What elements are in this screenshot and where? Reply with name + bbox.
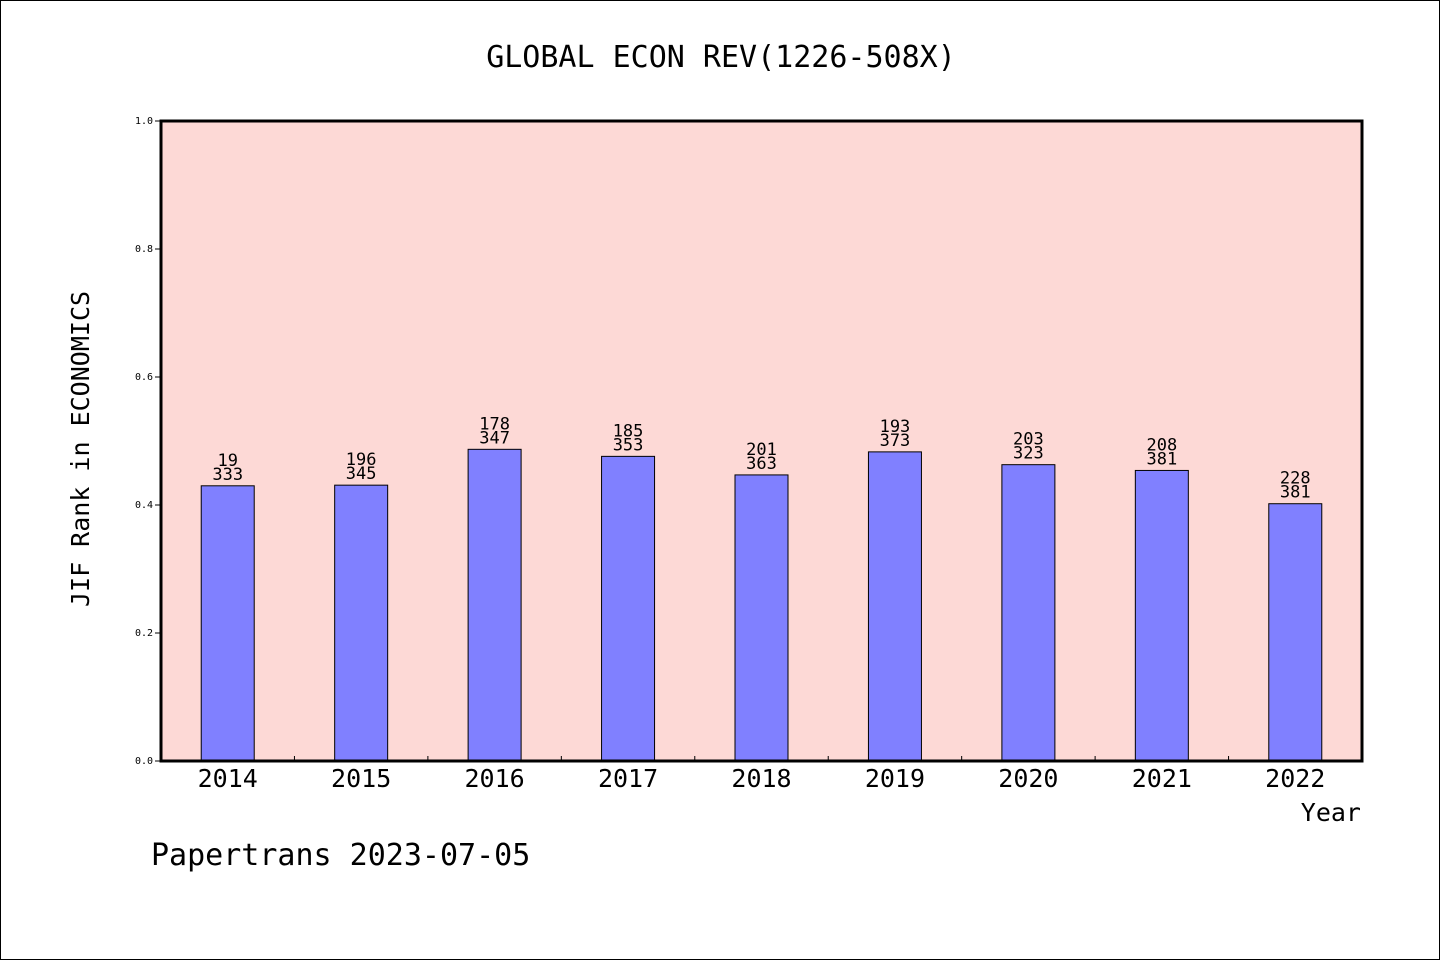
- bar-total-label-2020: 323: [1013, 444, 1044, 464]
- bar-rank-label-2015: 196: [346, 450, 377, 470]
- bar-total-label-2022: 381: [1280, 483, 1311, 503]
- bar-total-label-2017: 353: [613, 435, 644, 455]
- bar-total-label-2019: 373: [880, 431, 911, 451]
- bar-rank-label-2017: 185: [613, 421, 644, 441]
- bar-rank-label-2022: 228: [1280, 469, 1311, 489]
- y-axis-title: JIF Rank in ECONOMICS: [66, 291, 95, 607]
- x-tick-label-2022: 2022: [1265, 764, 1325, 793]
- bar-2014: [200, 485, 255, 762]
- bar-rank-label-2019: 193: [880, 417, 911, 437]
- bar-rank-label-2018: 201: [746, 440, 777, 460]
- y-tick-label-2: 0.4: [135, 500, 153, 511]
- y-tick-label-4: 0.8: [135, 244, 153, 255]
- x-axis-title: Year: [1301, 798, 1361, 827]
- y-tick-label-1: 0.2: [135, 628, 153, 639]
- bar-total-label-2014: 333: [212, 465, 243, 485]
- bar-rank-label-2014: 19: [217, 451, 237, 471]
- bar-rank-label-2021: 208: [1146, 435, 1177, 455]
- x-tick-label-2017: 2017: [598, 764, 658, 793]
- x-axis: 2014 2015 2016 2017 2018 2019 2020 2021 2022: [198, 756, 1325, 793]
- chart-title: GLOBAL ECON REV(1226-508X): [486, 40, 956, 75]
- bar-2017: [601, 455, 656, 762]
- footer-source-date: Papertrans 2023-07-05: [151, 838, 530, 873]
- bar-rank-label-2020: 203: [1013, 430, 1044, 450]
- bar-2016: [467, 448, 522, 762]
- y-axis: 0.0 0.2 0.4 0.6 0.8 1.0: [135, 116, 161, 767]
- x-tick-label-2015: 2015: [331, 764, 391, 793]
- bar-2022: [1268, 503, 1323, 762]
- bar-total-label-2018: 363: [746, 454, 777, 474]
- y-tick-label-3: 0.6: [135, 372, 153, 383]
- x-tick-label-2019: 2019: [865, 764, 925, 793]
- bar-2015: [334, 484, 389, 762]
- x-tick-label-2018: 2018: [731, 764, 791, 793]
- bar-2020: [1001, 464, 1056, 762]
- bar-total-label-2021: 381: [1146, 449, 1177, 469]
- bar-2019: [867, 451, 922, 762]
- x-tick-label-2020: 2020: [998, 764, 1058, 793]
- x-tick-label-2021: 2021: [1132, 764, 1192, 793]
- y-tick-label-5: 1.0: [135, 116, 153, 127]
- y-tick-label-0: 0.0: [135, 756, 153, 767]
- bar-total-label-2015: 345: [346, 464, 377, 484]
- bar-rank-label-2016: 178: [479, 414, 510, 434]
- x-tick-label-2014: 2014: [198, 764, 258, 793]
- bar-2021: [1134, 469, 1189, 762]
- plot-border: [159, 119, 1364, 763]
- x-tick-label-2016: 2016: [465, 764, 525, 793]
- bar-2018: [734, 474, 789, 762]
- bar-total-label-2016: 347: [479, 428, 510, 448]
